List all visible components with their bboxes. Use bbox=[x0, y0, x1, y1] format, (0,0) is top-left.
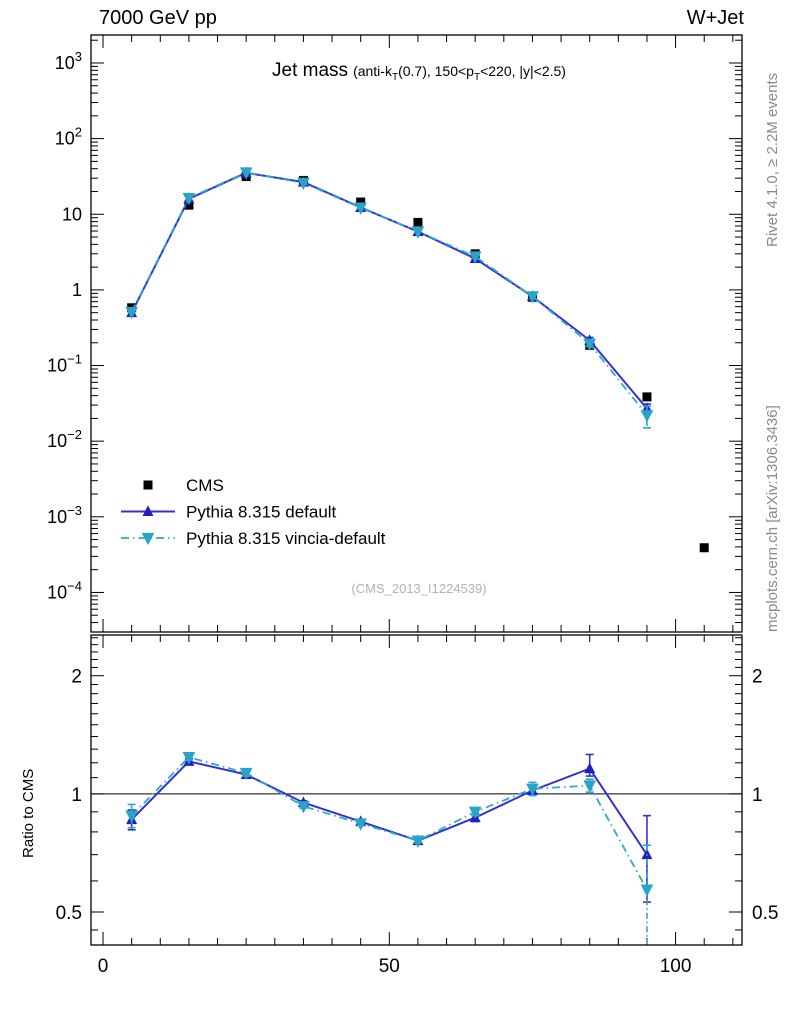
series-main-1 bbox=[126, 166, 653, 415]
plot-title: Jet mass (anti-kT(0.7), 150<pT<220, |y|<2… bbox=[96, 60, 742, 83]
svg-text:1: 1 bbox=[752, 785, 763, 806]
ratio-axis-label: Ratio to CMS bbox=[20, 768, 37, 858]
mcplots-arxiv-annotation: mcplots.cern.ch [arXiv:1306.3436] bbox=[764, 405, 781, 632]
svg-text:0.5: 0.5 bbox=[752, 903, 778, 924]
svg-text:100: 100 bbox=[660, 956, 692, 977]
svg-text:10−1: 10−1 bbox=[47, 352, 82, 376]
svg-text:2: 2 bbox=[71, 667, 82, 688]
svg-text:10−4: 10−4 bbox=[47, 578, 82, 602]
svg-text:10−2: 10−2 bbox=[47, 427, 82, 451]
series-ratio-0 bbox=[126, 753, 653, 903]
legend-label-1: Pythia 8.315 default bbox=[186, 503, 337, 522]
ratio-panel-frame bbox=[90, 634, 743, 946]
svg-text:10−3: 10−3 bbox=[47, 503, 82, 527]
svg-text:102: 102 bbox=[55, 125, 82, 149]
rivet-version-annotation: Rivet 4.1.0, ≥ 2.2M events bbox=[764, 72, 781, 247]
analysis-id-watermark: (CMS_2013_I1224539) bbox=[351, 581, 487, 596]
observable-name: Jet mass bbox=[272, 60, 349, 81]
legend-label-2: Pythia 8.315 vincia-default bbox=[186, 529, 386, 548]
svg-text:2: 2 bbox=[752, 667, 763, 688]
process-title: W+Jet bbox=[686, 7, 744, 29]
main-panel-frame bbox=[90, 34, 743, 633]
svg-text:0.5: 0.5 bbox=[56, 903, 82, 924]
svg-text:1: 1 bbox=[72, 280, 82, 300]
observable-cuts: (anti-kT(0.7), 150<pT<220, |y|<2.5) bbox=[353, 63, 566, 83]
legend: CMS Pythia 8.315 default Pythia 8.315 vinc… bbox=[121, 476, 386, 548]
axes-and-ticks bbox=[91, 35, 742, 945]
beam-energy-title: 7000 GeV pp bbox=[99, 7, 217, 29]
legend-label-0: CMS bbox=[186, 476, 224, 495]
series-main-2 bbox=[125, 167, 654, 429]
svg-text:1: 1 bbox=[71, 785, 82, 806]
svg-text:103: 103 bbox=[55, 49, 82, 73]
svg-text:0: 0 bbox=[98, 956, 109, 977]
svg-text:10: 10 bbox=[62, 204, 82, 224]
svg-text:50: 50 bbox=[379, 956, 400, 977]
series-ratio-1 bbox=[125, 752, 654, 945]
